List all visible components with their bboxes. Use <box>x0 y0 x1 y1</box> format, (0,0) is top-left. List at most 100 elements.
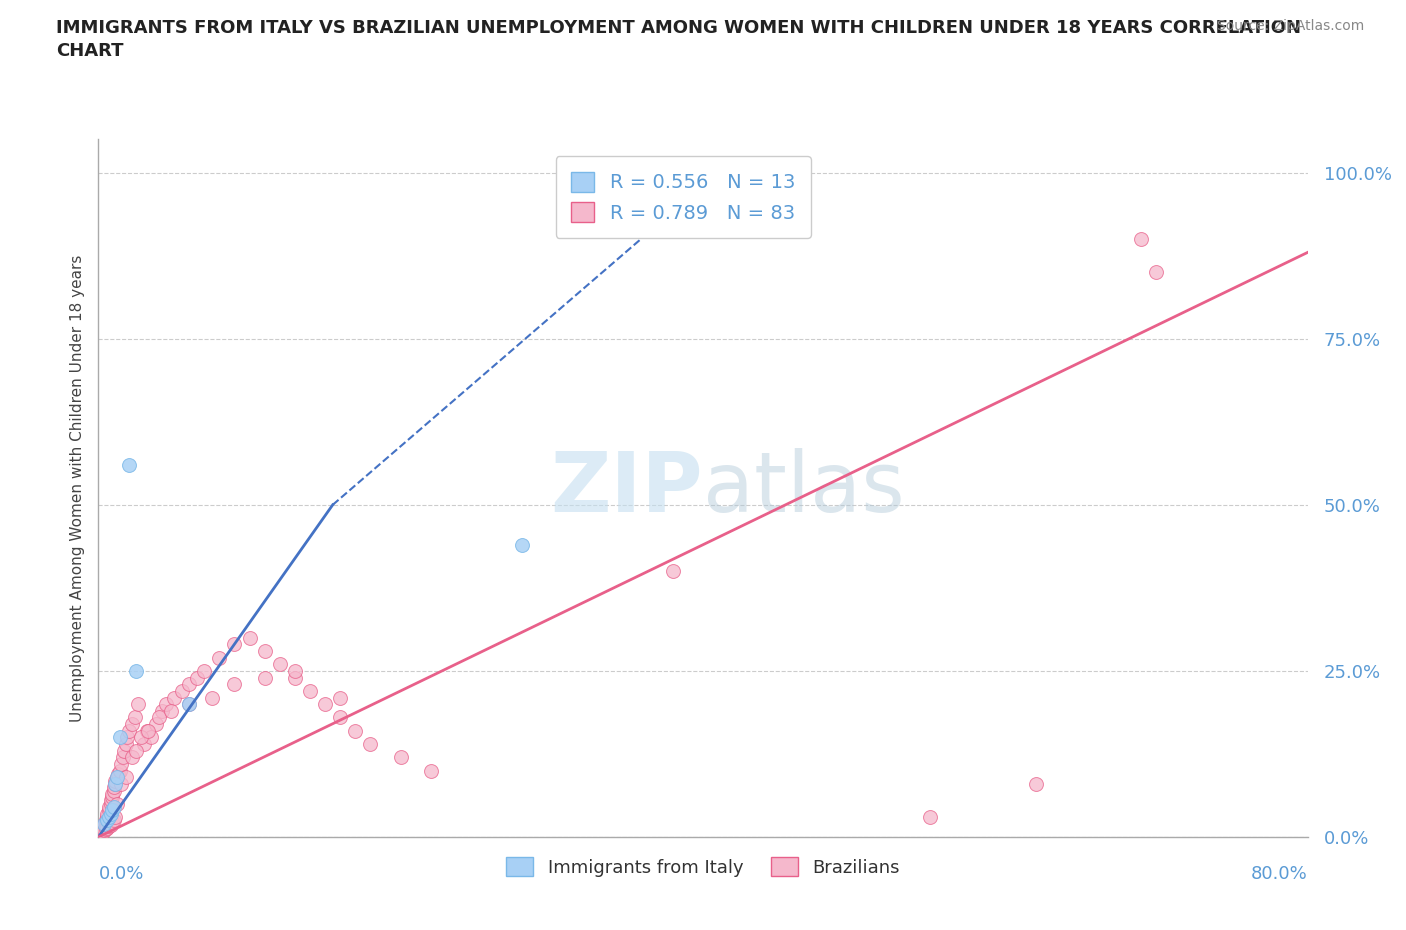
Point <box>100 806 122 821</box>
Point <box>1024 777 1046 791</box>
Point <box>104 773 127 788</box>
Point <box>104 810 127 825</box>
Point <box>98 810 121 825</box>
Point <box>1144 265 1167 280</box>
Point <box>98 803 121 817</box>
Point <box>141 730 163 745</box>
Point <box>314 697 336 711</box>
Point <box>329 690 352 705</box>
Point <box>105 770 128 785</box>
Point <box>93 817 115 831</box>
Point <box>135 724 157 738</box>
Point <box>112 743 135 758</box>
Point <box>100 817 122 832</box>
Point <box>93 823 115 838</box>
Point <box>93 819 115 834</box>
Point <box>96 806 118 821</box>
Point <box>94 813 117 828</box>
Point <box>96 810 118 825</box>
Point <box>129 730 152 745</box>
Point <box>179 677 201 692</box>
Point <box>94 817 117 832</box>
Text: IMMIGRANTS FROM ITALY VS BRAZILIAN UNEMPLOYMENT AMONG WOMEN WITH CHILDREN UNDER : IMMIGRANTS FROM ITALY VS BRAZILIAN UNEMP… <box>56 19 1301 60</box>
Point <box>284 671 307 685</box>
Point <box>344 724 367 738</box>
Point <box>155 697 177 711</box>
Point <box>253 644 276 658</box>
Point <box>98 800 121 815</box>
Point <box>918 810 941 825</box>
Point <box>110 777 132 791</box>
Y-axis label: Unemployment Among Women with Children Under 18 years: Unemployment Among Women with Children U… <box>69 255 84 722</box>
Point <box>150 703 173 718</box>
Point <box>91 824 114 839</box>
Point <box>103 779 125 794</box>
Point <box>105 770 128 785</box>
Point <box>114 770 136 785</box>
Text: 0.0%: 0.0% <box>98 865 143 883</box>
Point <box>98 819 121 834</box>
Point <box>103 800 125 815</box>
Point <box>193 663 215 678</box>
Point <box>145 717 167 732</box>
Point <box>661 564 683 578</box>
Point <box>124 710 146 724</box>
Point <box>104 777 127 791</box>
Point <box>100 796 122 811</box>
Point <box>104 777 127 791</box>
Point <box>101 790 124 804</box>
Point <box>201 690 224 705</box>
Point <box>160 703 183 718</box>
Point <box>114 737 136 751</box>
Point <box>224 677 246 692</box>
Point <box>108 730 131 745</box>
Point <box>115 730 138 745</box>
Point <box>420 764 443 778</box>
Text: atlas: atlas <box>703 447 904 529</box>
Point <box>91 821 114 836</box>
Point <box>121 750 143 764</box>
Point <box>127 697 149 711</box>
Point <box>93 817 115 831</box>
Point <box>103 812 125 827</box>
Point <box>170 684 193 698</box>
Point <box>284 663 307 678</box>
Point <box>179 697 201 711</box>
Text: Source: ZipAtlas.com: Source: ZipAtlas.com <box>1216 19 1364 33</box>
Point <box>96 820 118 835</box>
Point <box>101 803 124 817</box>
Point <box>224 637 246 652</box>
Point <box>136 724 159 738</box>
Point <box>239 631 262 645</box>
Point <box>163 690 186 705</box>
Point <box>94 821 117 836</box>
Point <box>208 650 231 665</box>
Point <box>510 538 533 552</box>
Point <box>103 783 125 798</box>
Point <box>186 671 208 685</box>
Point <box>1130 232 1153 246</box>
Point <box>148 710 170 724</box>
Point <box>110 756 132 771</box>
Point <box>389 750 412 764</box>
Point <box>101 787 124 802</box>
Point <box>111 750 134 764</box>
Point <box>101 815 124 830</box>
Point <box>121 717 143 732</box>
Point <box>100 793 122 808</box>
Point <box>329 710 352 724</box>
Point <box>179 697 201 711</box>
Point <box>90 823 112 838</box>
Point <box>125 663 148 678</box>
Point <box>107 766 129 781</box>
Point <box>125 743 148 758</box>
Point <box>105 796 128 811</box>
Point <box>132 737 155 751</box>
Point <box>269 657 291 671</box>
Point <box>108 764 131 778</box>
Point <box>118 724 141 738</box>
Point <box>360 737 382 751</box>
Text: 80.0%: 80.0% <box>1251 865 1308 883</box>
Point <box>299 684 322 698</box>
Text: ZIP: ZIP <box>551 447 703 529</box>
